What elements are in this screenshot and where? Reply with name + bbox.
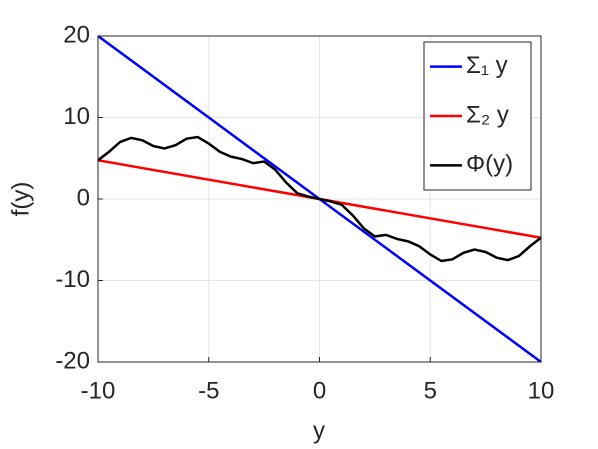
y-tick-label: -10 xyxy=(55,266,90,293)
x-tick-label: 10 xyxy=(528,377,555,404)
y-axis-label: f(y) xyxy=(7,182,34,217)
y-tick-label: 10 xyxy=(63,103,90,130)
axes-box xyxy=(97,35,542,363)
y-tick-label: 0 xyxy=(77,184,90,211)
legend-label: Σ₁ y xyxy=(466,52,508,79)
x-tick-label: 5 xyxy=(424,377,437,404)
x-tick-label: -5 xyxy=(198,377,219,404)
legend-label: Σ₂ y xyxy=(466,101,509,128)
y-tick-label: -20 xyxy=(55,347,90,374)
x-tick-label: -10 xyxy=(81,377,116,404)
x-tick-label: 0 xyxy=(313,377,326,404)
series-line xyxy=(97,135,542,263)
legend-label: Φ(y) xyxy=(466,151,513,178)
legend: Σ₁ y Σ₂ y Φ(y) xyxy=(423,41,532,191)
x-axis-label: y xyxy=(313,417,325,444)
y-tick-label: 20 xyxy=(63,21,90,48)
